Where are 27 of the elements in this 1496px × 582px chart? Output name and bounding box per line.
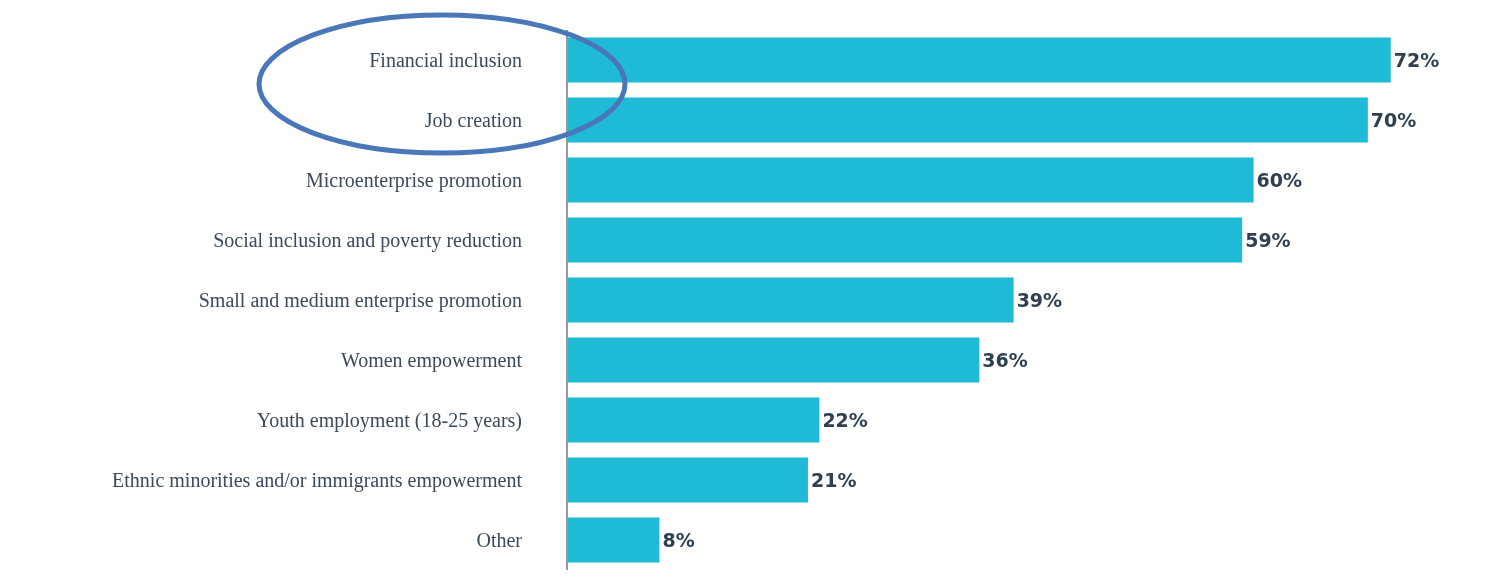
data-label: 21% <box>810 469 857 491</box>
bar <box>568 397 820 443</box>
y-tick-label: Microenterprise promotion <box>305 169 522 192</box>
bar <box>568 217 1243 263</box>
bar <box>568 517 660 563</box>
data-label: 60% <box>1256 169 1303 191</box>
y-tick-label: Social inclusion and poverty reduction <box>213 229 522 252</box>
data-label: 70% <box>1370 109 1417 131</box>
bar <box>568 457 808 503</box>
bar <box>568 337 980 383</box>
data-label: 59% <box>1245 229 1291 251</box>
bar <box>568 157 1254 203</box>
bar <box>568 97 1368 143</box>
y-tick-label: Small and medium enterprise promotion <box>198 289 522 312</box>
y-tick-label: Women empowerment <box>340 349 523 372</box>
data-label: 22% <box>822 409 868 431</box>
bar <box>568 277 1014 323</box>
data-label: 39% <box>1016 289 1063 311</box>
y-tick-label: Financial inclusion <box>369 49 522 71</box>
y-tick-label: Job creation <box>424 109 522 131</box>
y-tick-label: Other <box>476 529 523 551</box>
bar <box>568 37 1391 83</box>
data-label: 36% <box>982 349 1028 371</box>
y-tick-label: Youth employment (18-25 years) <box>256 409 522 432</box>
data-label: 8% <box>662 529 695 551</box>
y-tick-label: Ethnic minorities and/or immigrants empowerment <box>112 469 523 492</box>
data-label: 72% <box>1393 49 1440 71</box>
